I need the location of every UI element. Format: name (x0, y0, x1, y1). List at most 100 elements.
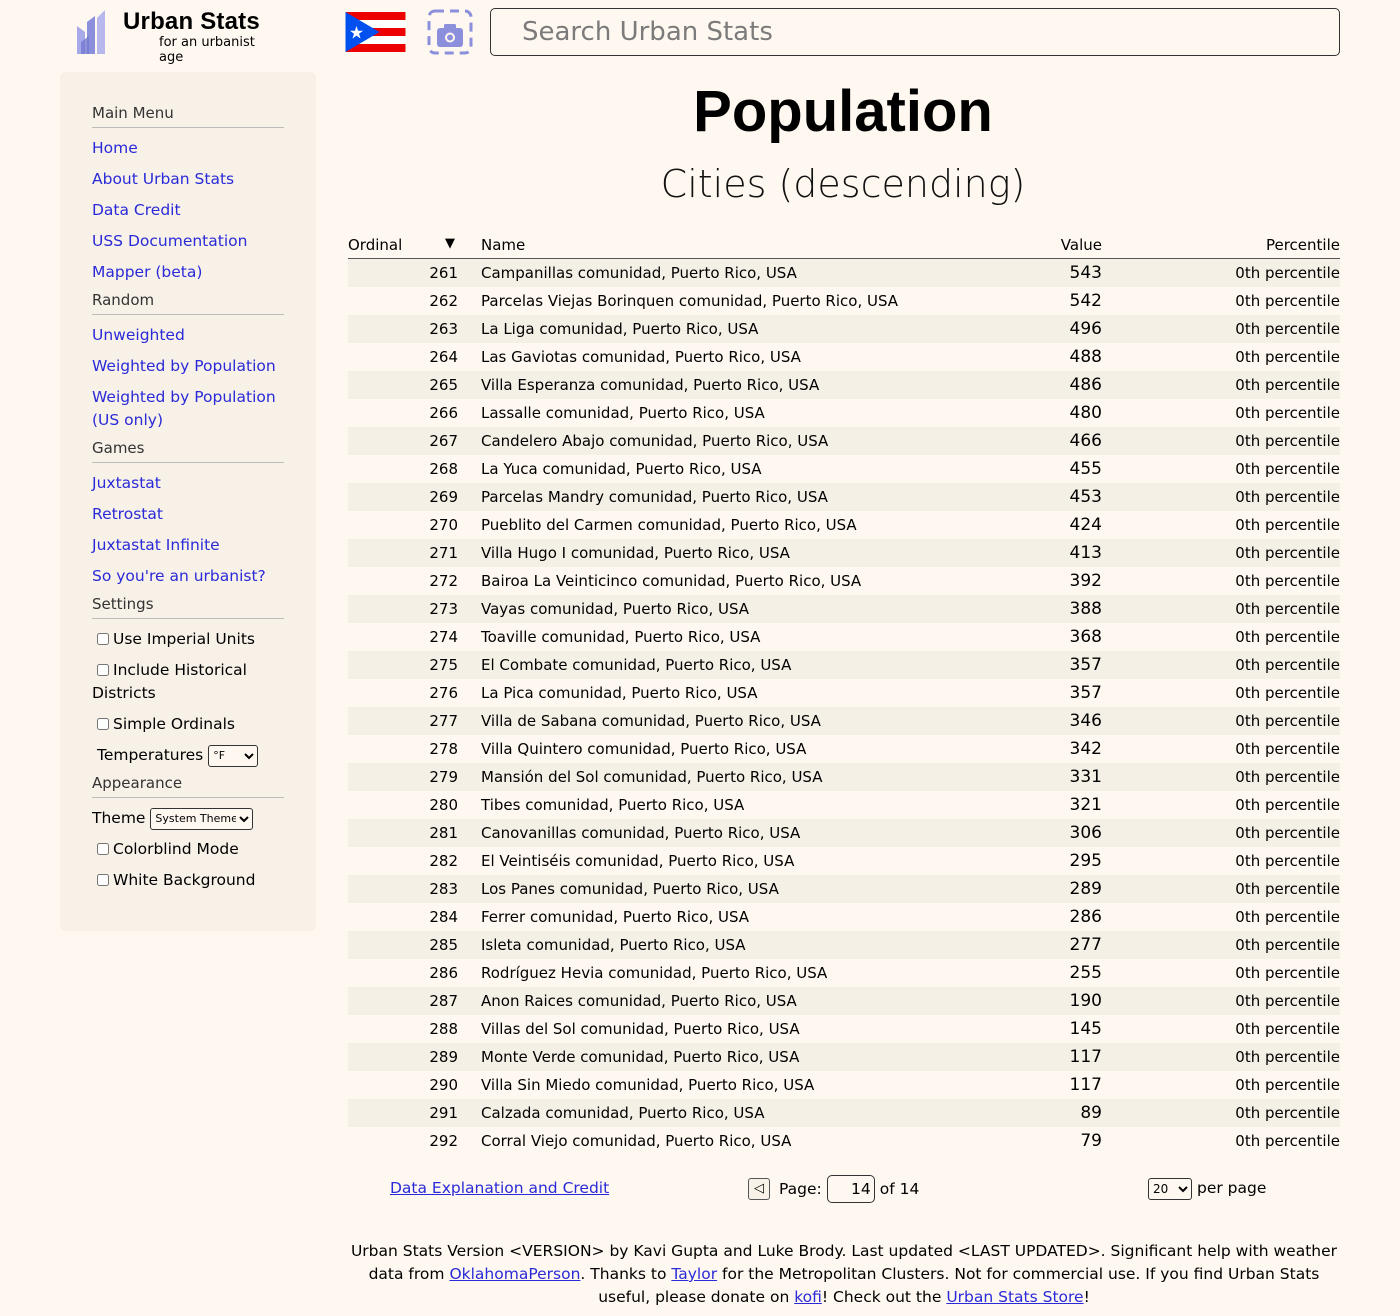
row-name[interactable]: Parcelas Viejas Borinquen comunidad, Pue… (481, 292, 899, 310)
row-percentile: 0th percentile (1235, 600, 1340, 618)
row-value: 145 (1069, 1019, 1102, 1039)
sort-descending-icon[interactable]: ▼ (445, 236, 455, 251)
colorblind-checkbox[interactable] (97, 843, 109, 855)
row-name[interactable]: La Pica comunidad, Puerto Rico, USA (481, 684, 758, 702)
row-name[interactable]: Villas del Sol comunidad, Puerto Rico, U… (481, 1020, 800, 1038)
search-input[interactable] (491, 9, 1339, 55)
row-name[interactable]: Rodríguez Hevia comunidad, Puerto Rico, … (481, 964, 828, 982)
imperial-units-checkbox[interactable] (97, 633, 109, 645)
taylor-link[interactable]: Taylor (671, 1265, 718, 1283)
row-name[interactable]: Villa Sin Miedo comunidad, Puerto Rico, … (481, 1076, 815, 1094)
row-name[interactable]: Calzada comunidad, Puerto Rico, USA (481, 1104, 765, 1122)
row-name[interactable]: Mansión del Sol comunidad, Puerto Rico, … (481, 768, 823, 786)
search-box[interactable] (490, 8, 1340, 56)
row-name[interactable]: Ferrer comunidad, Puerto Rico, USA (481, 908, 750, 926)
row-name[interactable]: El Combate comunidad, Puerto Rico, USA (481, 656, 792, 674)
row-name[interactable]: Parcelas Mandry comunidad, Puerto Rico, … (481, 488, 828, 506)
row-name[interactable]: Villa Hugo I comunidad, Puerto Rico, USA (481, 544, 790, 562)
historical-districts-setting[interactable]: Include Historical Districts (92, 659, 284, 705)
simple-ordinals-checkbox[interactable] (97, 718, 109, 730)
row-name[interactable]: Villa de Sabana comunidad, Puerto Rico, … (481, 712, 821, 730)
temperatures-select[interactable]: °F (208, 744, 259, 767)
table-row: 261 Campanillas comunidad, Puerto Rico, U… (348, 258, 1340, 287)
row-name[interactable]: Campanillas comunidad, Puerto Rico, USA (481, 264, 797, 282)
row-percentile: 0th percentile (1235, 992, 1340, 1010)
row-percentile: 0th percentile (1235, 1020, 1340, 1038)
row-value: 89 (1080, 1103, 1102, 1123)
random-unweighted-link[interactable]: Unweighted (92, 326, 185, 344)
nav-mapper-link[interactable]: Mapper (beta) (92, 263, 203, 281)
oklahomaperson-link[interactable]: OklahomaPerson (449, 1265, 581, 1283)
table-row: 292 Corral Viejo comunidad, Puerto Rico, … (348, 1127, 1340, 1155)
row-value: 117 (1069, 1075, 1102, 1095)
data-explanation-link[interactable]: Data Explanation and Credit (390, 1179, 610, 1197)
row-name[interactable]: Villa Esperanza comunidad, Puerto Rico, … (481, 376, 820, 394)
random-weighted-us-link[interactable]: Weighted by Population (US only) (92, 388, 276, 429)
row-ordinal: 283 (429, 880, 458, 898)
row-name[interactable]: La Yuca comunidad, Puerto Rico, USA (481, 460, 762, 478)
random-weighted-link[interactable]: Weighted by Population (92, 357, 276, 375)
row-name[interactable]: Tibes comunidad, Puerto Rico, USA (481, 796, 745, 814)
row-name[interactable]: Bairoa La Veinticinco comunidad, Puerto … (481, 572, 862, 590)
nav-about-link[interactable]: About Urban Stats (92, 170, 235, 188)
row-ordinal: 280 (429, 796, 458, 814)
theme-select[interactable]: System Theme (150, 807, 254, 830)
page-number-input[interactable]: 14 (826, 1175, 875, 1203)
row-percentile: 0th percentile (1235, 572, 1340, 590)
row-ordinal: 285 (429, 936, 458, 954)
row-ordinal: 284 (429, 908, 458, 926)
previous-page-button[interactable]: ◁ (748, 1178, 770, 1200)
row-ordinal: 273 (429, 600, 458, 618)
row-name[interactable]: Pueblito del Carmen comunidad, Puerto Ri… (481, 516, 857, 534)
table-row: 276 La Pica comunidad, Puerto Rico, USA 35… (348, 679, 1340, 707)
row-value: 286 (1069, 907, 1102, 927)
row-percentile: 0th percentile (1235, 348, 1340, 366)
game-juxtastat-link[interactable]: Juxtastat (92, 474, 161, 492)
colorblind-setting[interactable]: Colorblind Mode (92, 838, 284, 861)
skyline-logo-icon (77, 10, 105, 54)
nav-home-link[interactable]: Home (92, 139, 138, 157)
row-percentile: 0th percentile (1235, 768, 1340, 786)
screenshot-camera-icon[interactable] (427, 9, 473, 55)
kofi-link[interactable]: kofi (794, 1288, 822, 1306)
percentile-column-header: Percentile (1102, 232, 1340, 259)
row-percentile: 0th percentile (1235, 796, 1340, 814)
ordinal-column-header[interactable]: Ordinal ▼ (348, 232, 474, 259)
row-ordinal: 262 (429, 292, 458, 310)
per-page-select[interactable]: 20 (1148, 1178, 1192, 1200)
game-urbanist-quiz-link[interactable]: So you're an urbanist? (92, 567, 266, 585)
white-background-checkbox[interactable] (97, 874, 109, 886)
row-name[interactable]: Canovanillas comunidad, Puerto Rico, USA (481, 824, 801, 842)
row-name[interactable]: Villa Quintero comunidad, Puerto Rico, U… (481, 740, 807, 758)
row-percentile: 0th percentile (1235, 1048, 1340, 1066)
row-name[interactable]: Anon Raices comunidad, Puerto Rico, USA (481, 992, 797, 1010)
row-percentile: 0th percentile (1235, 908, 1340, 926)
row-name[interactable]: Las Gaviotas comunidad, Puerto Rico, USA (481, 348, 801, 366)
row-value: 295 (1069, 851, 1102, 871)
white-background-setting[interactable]: White Background (92, 869, 284, 892)
row-name[interactable]: La Liga comunidad, Puerto Rico, USA (481, 320, 759, 338)
row-ordinal: 264 (429, 348, 458, 366)
row-name[interactable]: Los Panes comunidad, Puerto Rico, USA (481, 880, 779, 898)
row-name[interactable]: Lassalle comunidad, Puerto Rico, USA (481, 404, 765, 422)
row-value: 255 (1069, 963, 1102, 983)
store-link[interactable]: Urban Stats Store (946, 1288, 1084, 1306)
brand-logo[interactable]: Urban Stats for an urbanist age (75, 8, 275, 65)
game-juxtastat-infinite-link[interactable]: Juxtastat Infinite (92, 536, 220, 554)
nav-data-credit-link[interactable]: Data Credit (92, 201, 181, 219)
imperial-units-setting[interactable]: Use Imperial Units (92, 628, 284, 651)
game-retrostat-link[interactable]: Retrostat (92, 505, 163, 523)
table-row: 278 Villa Quintero comunidad, Puerto Rico… (348, 735, 1340, 763)
simple-ordinals-label: Simple Ordinals (113, 715, 236, 733)
row-name[interactable]: Candelero Abajo comunidad, Puerto Rico, … (481, 432, 829, 450)
row-name[interactable]: Corral Viejo comunidad, Puerto Rico, USA (481, 1132, 792, 1150)
row-name[interactable]: Monte Verde comunidad, Puerto Rico, USA (481, 1048, 800, 1066)
simple-ordinals-setting[interactable]: Simple Ordinals (92, 713, 284, 736)
row-name[interactable]: Vayas comunidad, Puerto Rico, USA (481, 600, 750, 618)
row-name[interactable]: Toaville comunidad, Puerto Rico, USA (481, 628, 761, 646)
row-name[interactable]: Isleta comunidad, Puerto Rico, USA (481, 936, 746, 954)
historical-districts-checkbox[interactable] (97, 664, 109, 676)
nav-uss-docs-link[interactable]: USS Documentation (92, 232, 248, 250)
row-name[interactable]: El Veintiséis comunidad, Puerto Rico, US… (481, 852, 795, 870)
puerto-rico-flag-icon[interactable] (345, 12, 406, 52)
